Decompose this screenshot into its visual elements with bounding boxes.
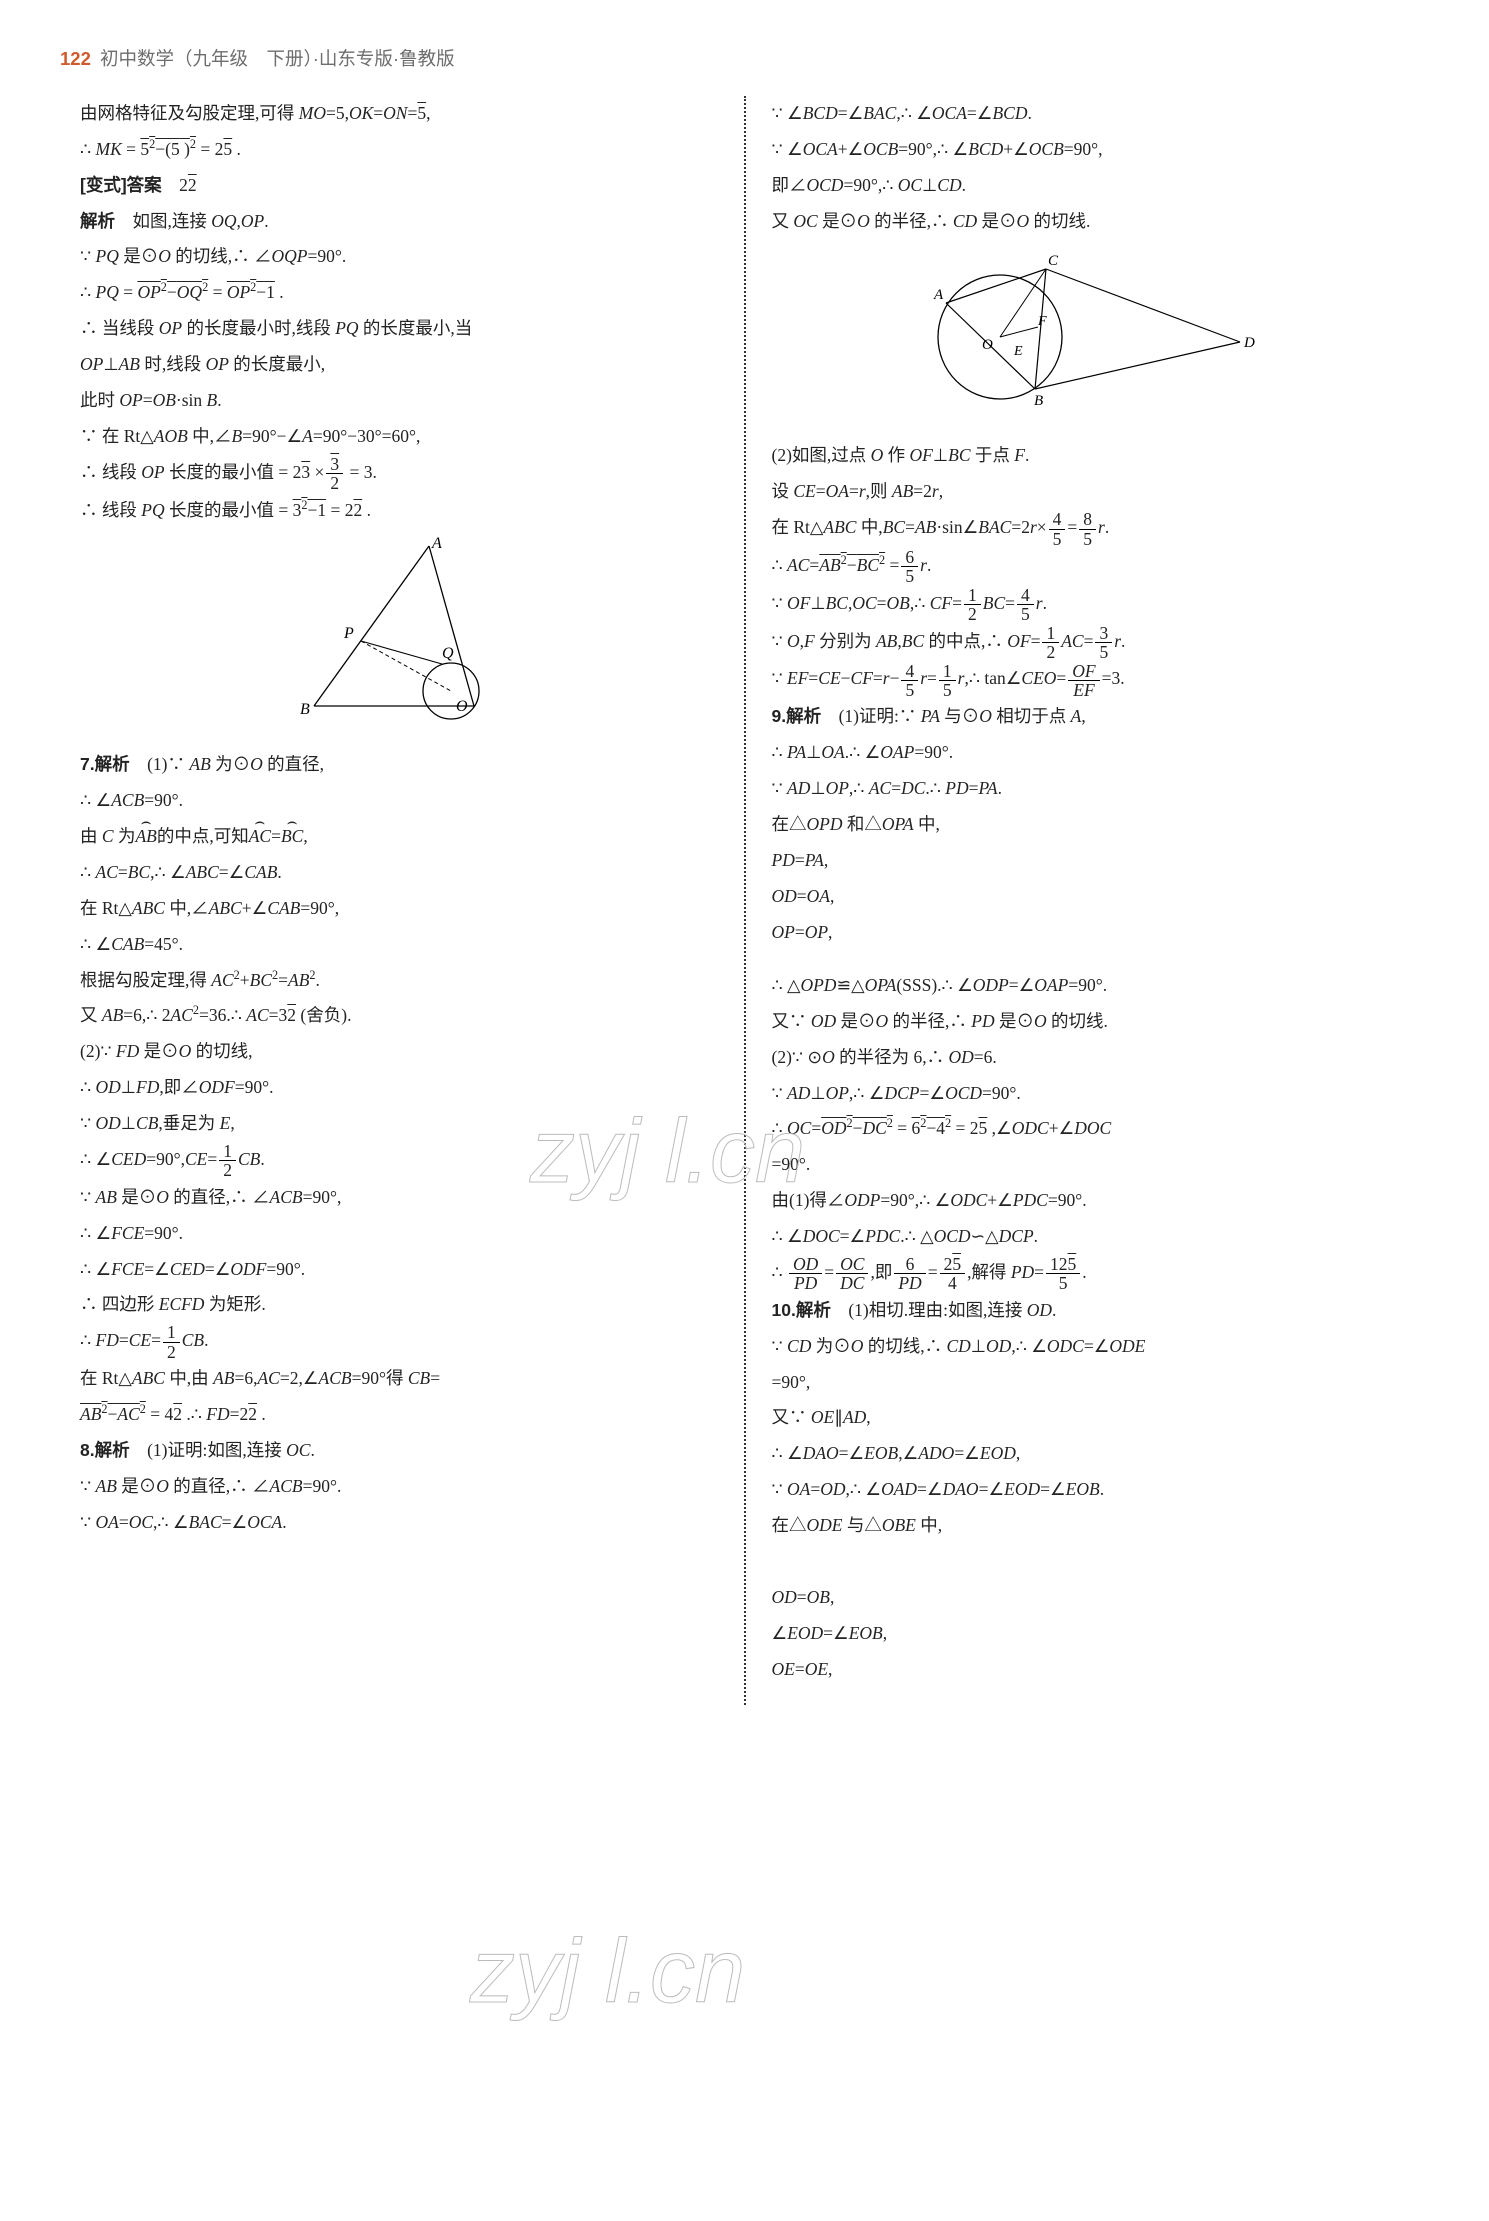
text-line: ∴ ODPD=OCDC,即6PD=254,解得 PD=1255. [772,1255,1410,1293]
text-line: ∴ ∠CAB=45°. [80,927,718,963]
text-line: 由(1)得∠ODP=90°,∴ ∠ODC+∠PDC=90°. [772,1183,1410,1219]
text-line: ∴ AC=AB2−BC2 =65r. [772,548,1410,586]
page-title: 初中数学（九年级 下册）·山东专版·鲁教版 [100,48,455,69]
text-line: AB2−AC2 = 42 .∴ FD=22 . [80,1397,718,1433]
text-line: ∵ 在 Rt△AOB 中,∠B=90°−∠A=90°−30°=60°, [80,419,718,455]
svg-text:C: C [1048,253,1059,269]
page-number: 122 [60,48,91,69]
svg-text:A: A [933,287,944,303]
text-line: 由网格特征及勾股定理,可得 MO=5,OK=ON=5, [80,96,718,132]
text-line: ∴ 当线段 OP 的长度最小时,线段 PQ 的长度最小,当 [80,311,718,347]
figure-circle: A C F O E B D [772,247,1410,430]
text-line: 此时 OP=OB·sin B. [80,383,718,419]
text-line: 又 AB=6,∴ 2AC2=36.∴ AC=32 (舍负). [80,998,718,1034]
text-line: ∴ FD=CE=12CB. [80,1323,718,1361]
text-line: 又 OC 是⊙O 的半径,∴ CD 是⊙O 的切线. [772,204,1410,240]
text-line: (2)如图,过点 O 作 OF⊥BC 于点 F. [772,438,1410,474]
text-line: ∴ ∠CED=90°,CE=12CB. [80,1142,718,1180]
svg-text:Q: Q [442,645,454,662]
figure-triangle: A P Q B O [80,536,718,739]
text-line: ∴ ∠DOC=∠PDC.∴ △OCD∽△DCP. [772,1219,1410,1255]
text-line: ∴ PA⊥OA.∴ ∠OAP=90°. [772,735,1410,771]
text-line: 在 Rt△ABC 中,∠ABC+∠CAB=90°, [80,891,718,927]
text-line: ∵ AD⊥OP,∴ ∠DCP=∠OCD=90°. [772,1076,1410,1112]
text-line: =90°, [772,1365,1410,1401]
svg-text:O: O [456,698,468,715]
svg-text:A: A [431,536,442,552]
text-line: ∵ O,F 分别为 AB,BC 的中点,∴ OF=12AC=35r. [772,624,1410,662]
text-line: ∴ MK = 52−(5 )2 = 25 . [80,132,718,168]
text-line: =90°. [772,1147,1410,1183]
text-line: ∵ PQ 是⊙O 的切线,∴ ∠OQP=90°. [80,239,718,275]
text-line: (2)∵ FD 是⊙O 的切线, [80,1034,718,1070]
text-line: 由 C 为AB的中点,可知AC=BC, [80,819,718,855]
text-line: 即∠OCD=90°,∴ OC⊥CD. [772,168,1410,204]
svg-text:O: O [982,337,993,353]
text-line: ∵ AB 是⊙O 的直径,∴ ∠ACB=90°. [80,1469,718,1505]
text-line: ∵ AD⊥OP,∴ AC=DC.∴ PD=PA. [772,771,1410,807]
text-line: ∴ △OPD≌△OPA(SSS).∴ ∠ODP=∠OAP=90°. [772,968,1410,1004]
two-column-body: 由网格特征及勾股定理,可得 MO=5,OK=ON=5, ∴ MK = 52−(5… [60,96,1429,1705]
page-root: 122 初中数学（九年级 下册）·山东专版·鲁教版 由网格特征及勾股定理,可得 … [60,40,1429,1705]
text-line: ∵ OA=OC,∴ ∠BAC=∠OCA. [80,1505,718,1541]
svg-text:B: B [300,701,310,718]
text-line: 在 Rt△ABC 中,BC=AB·sin∠BAC=2r×45=85r. [772,510,1410,548]
text-line: 在△OPD 和△OPA 中, [772,807,1410,843]
q9-head: 9.解析 (1)证明:∵ PA 与⊙O 相切于点 A, [772,699,1410,735]
right-column: ∵ ∠BCD=∠BAC,∴ ∠OCA=∠BCD. ∵ ∠OCA+∠OCB=90°… [746,96,1430,1705]
text-line: ∵ OD⊥CB,垂足为 E, [80,1106,718,1142]
text-line: ∵ CD 为⊙O 的切线,∴ CD⊥OD,∴ ∠ODC=∠ODE [772,1329,1410,1365]
left-column: 由网格特征及勾股定理,可得 MO=5,OK=ON=5, ∴ MK = 52−(5… [60,96,746,1705]
text-line: ∴ PQ = OP2−OQ2 = OP2−1 . [80,275,718,311]
svg-text:F: F [1037,314,1047,329]
svg-text:E: E [1013,344,1023,359]
text-line: ∵ ∠OCA+∠OCB=90°,∴ ∠BCD+∠OCB=90°, [772,132,1410,168]
q7-head: 7.解析 (1)∵ AB 为⊙O 的直径, [80,747,718,783]
text-line: ∵ AB 是⊙O 的直径,∴ ∠ACB=90°, [80,1180,718,1216]
text-line: ∵ EF=CE−CF=r−45r=15r,∴ tan∠CEO=OFEF=3. [772,661,1410,699]
svg-text:P: P [343,625,354,642]
text-line: ∴ ∠ACB=90°. [80,783,718,819]
text-line: ∵ ∠BCD=∠BAC,∴ ∠OCA=∠BCD. [772,96,1410,132]
text-line: ∴ 线段 PQ 长度的最小值 = 32−1 = 22 . [80,493,718,529]
text-line: ∴ ∠FCE=90°. [80,1216,718,1252]
analysis-head: 解析 如图,连接 OQ,OP. [80,204,718,240]
text-line: (2)∵ ⊙O 的半径为 6,∴ OD=6. [772,1040,1410,1076]
text-line: ∴ 四边形 ECFD 为矩形. [80,1287,718,1323]
text-line: OP⊥AB 时,线段 OP 的长度最小, [80,347,718,383]
text-line: ∵ OA=OD,∴ ∠OAD=∠DAO=∠EOD=∠EOB. [772,1472,1410,1508]
text-line: ∵ OF⊥BC,OC=OB,∴ CF=12BC=45r. [772,586,1410,624]
svg-text:D: D [1243,335,1255,351]
text-line: 设 CE=OA=r,则 AB=2r, [772,474,1410,510]
svg-text:B: B [1034,393,1043,409]
text-line: ∴ ∠FCE=∠CED=∠ODF=90°. [80,1252,718,1288]
text-line: 在 Rt△ABC 中,由 AB=6,AC=2,∠ACB=90°得 CB= [80,1361,718,1397]
text-line: 根据勾股定理,得 AC2+BC2=AB2. [80,963,718,999]
watermark: zyj l.cn [470,1880,745,2065]
text-line: ∴ ∠DAO=∠EOB,∠ADO=∠EOD, [772,1436,1410,1472]
q10-head: 10.解析 (1)相切.理由:如图,连接 OD. [772,1293,1410,1329]
text-line: ∴ 线段 OP 长度的最小值 = 23 ×32 = 3. [80,455,718,493]
text-line: 在△ODE 与△OBE 中, [772,1508,1410,1544]
cases-block [772,1544,1410,1580]
variant-answer: [变式]答案 22 [80,168,718,204]
text-line: ∴ OC=OD2−DC2 = 62−42 = 25 ,∠ODC+∠DOC [772,1111,1410,1147]
text-line: ∴ OD⊥FD,即∠ODF=90°. [80,1070,718,1106]
q8-head: 8.解析 (1)证明:如图,连接 OC. [80,1433,718,1469]
text-line: 又∵ OE∥AD, [772,1400,1410,1436]
text-line: ∴ AC=BC,∴ ∠ABC=∠CAB. [80,855,718,891]
page-header: 122 初中数学（九年级 下册）·山东专版·鲁教版 [60,40,1429,78]
text-line: 又∵ OD 是⊙O 的半径,∴ PD 是⊙O 的切线. [772,1004,1410,1040]
